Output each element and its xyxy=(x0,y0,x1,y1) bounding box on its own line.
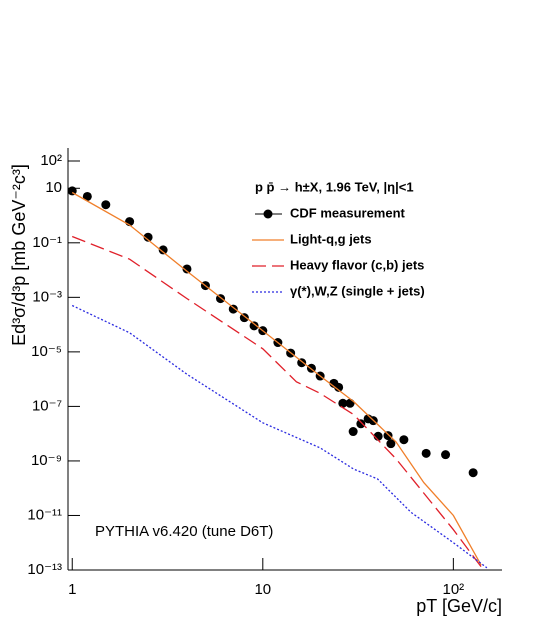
data-point xyxy=(82,191,92,201)
plot-area xyxy=(68,186,488,569)
x-tick-label: 10² xyxy=(443,581,465,598)
x-tick-label: 10 xyxy=(254,581,271,598)
y-tick-label: 10⁻⁷ xyxy=(32,397,62,414)
legend-label: Light-q,g jets xyxy=(290,231,372,246)
data-point xyxy=(334,382,344,392)
legend-marker xyxy=(263,209,273,219)
data-point xyxy=(386,439,396,449)
data-point xyxy=(383,431,393,441)
y-tick-label: 10⁻¹³ xyxy=(27,561,62,578)
data-point xyxy=(228,304,238,314)
y-tick-label: 10⁻¹ xyxy=(32,234,62,251)
series-line xyxy=(71,304,488,569)
data-point xyxy=(399,435,409,445)
data-point xyxy=(468,468,478,478)
data-point xyxy=(348,427,358,437)
series-line xyxy=(71,235,482,568)
legend-label: γ(*),W,Z (single + jets) xyxy=(290,283,425,298)
data-point xyxy=(182,264,192,274)
data-point xyxy=(101,200,111,210)
legend-label: Heavy flavor (c,b) jets xyxy=(290,257,424,272)
y-tick-label: 10² xyxy=(40,152,62,169)
x-tick-label: 1 xyxy=(68,581,76,598)
y-tick-label: 10 xyxy=(45,179,62,196)
y-axis-label: Ed³σ/d³p [mb GeV⁻²c³] xyxy=(9,164,29,346)
data-point xyxy=(338,398,348,408)
y-tick-label: 10⁻⁹ xyxy=(31,452,62,469)
data-point xyxy=(421,448,431,458)
y-tick-label: 10⁻³ xyxy=(32,288,62,305)
data-point xyxy=(249,321,259,331)
data-point xyxy=(239,313,249,323)
x-axis-label: pT [GeV/c] xyxy=(416,596,502,616)
data-point xyxy=(345,398,355,408)
data-point xyxy=(143,232,153,242)
data-point xyxy=(297,358,307,368)
legend-label: CDF measurement xyxy=(290,205,406,220)
annotation: PYTHIA v6.420 (tune D6T) xyxy=(95,523,273,540)
series-line xyxy=(71,191,482,566)
y-tick-label: 10⁻⁵ xyxy=(31,343,62,360)
y-tick-label: 10⁻¹¹ xyxy=(27,506,62,523)
legend-title: p p̄ → h±X, 1.96 TeV, |η|<1 xyxy=(255,179,414,194)
data-point xyxy=(356,419,366,429)
data-point xyxy=(441,450,451,460)
data-point xyxy=(158,245,168,255)
